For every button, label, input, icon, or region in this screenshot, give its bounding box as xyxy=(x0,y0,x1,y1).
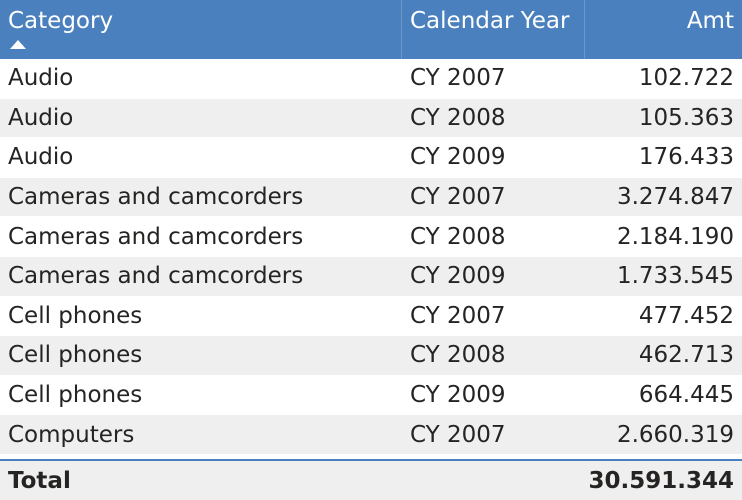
cell-calendar-year: CY 2009 xyxy=(410,382,506,409)
cell-amt: 664.445 xyxy=(638,382,734,409)
column-header-amt[interactable]: Amt xyxy=(585,0,742,59)
cell-calendar-year: CY 2009 xyxy=(410,263,506,290)
cell-amt: 3.274.847 xyxy=(616,184,734,211)
cell-calendar-year: CY 2007 xyxy=(410,302,506,329)
cell-amt: 2.184.190 xyxy=(616,223,734,250)
cell-amt: 176.433 xyxy=(638,144,734,171)
cell-category: Cameras and camcorders xyxy=(8,223,304,250)
table-header: Category Calendar Year Amt xyxy=(0,0,742,59)
cell-category: Audio xyxy=(8,65,74,92)
table-row[interactable]: Cell phones CY 2009 664.445 xyxy=(0,375,742,416)
total-label: Total xyxy=(8,467,71,494)
column-header-label: Amt xyxy=(686,8,734,34)
total-amt: 30.591.344 xyxy=(588,467,734,494)
cell-amt: 462.713 xyxy=(638,342,734,369)
cell-category: Cell phones xyxy=(8,382,143,409)
table-row[interactable]: Audio CY 2007 102.722 xyxy=(0,59,742,99)
table-body: Audio CY 2007 102.722 Audio CY 2008 105.… xyxy=(0,59,742,455)
cell-category: Cell phones xyxy=(8,302,143,329)
table-row[interactable]: Audio CY 2009 176.433 xyxy=(0,138,742,178)
cell-amt: 102.722 xyxy=(638,65,734,92)
column-header-calendar-year[interactable]: Calendar Year xyxy=(402,0,585,59)
cell-amt: 105.363 xyxy=(638,104,734,131)
cell-category: Cameras and camcorders xyxy=(8,184,304,211)
table-row[interactable]: Audio CY 2008 105.363 xyxy=(0,98,742,139)
table-row[interactable]: Cell phones CY 2008 462.713 xyxy=(0,336,742,376)
sort-ascending-icon xyxy=(10,40,26,49)
cell-calendar-year: CY 2008 xyxy=(410,104,506,131)
table-row[interactable]: Cameras and camcorders CY 2008 2.184.190 xyxy=(0,217,742,257)
cell-amt: 2.660.319 xyxy=(616,421,734,448)
table-row[interactable]: Computers CY 2007 2.660.319 xyxy=(0,415,742,455)
cell-category: Cell phones xyxy=(8,342,143,369)
cell-calendar-year: CY 2007 xyxy=(410,421,506,448)
cell-category: Audio xyxy=(8,104,74,131)
cell-amt: 1.733.545 xyxy=(616,263,734,290)
cell-calendar-year: CY 2007 xyxy=(410,184,506,211)
cell-calendar-year: CY 2007 xyxy=(410,65,506,92)
column-header-category[interactable]: Category xyxy=(0,0,402,59)
cell-calendar-year: CY 2008 xyxy=(410,223,506,250)
column-header-label: Category xyxy=(8,8,114,34)
cell-category: Audio xyxy=(8,144,74,171)
cell-category: Computers xyxy=(8,421,135,448)
table-row[interactable]: Cameras and camcorders CY 2007 3.274.847 xyxy=(0,177,742,218)
column-header-label: Calendar Year xyxy=(410,8,570,34)
table-row[interactable]: Cameras and camcorders CY 2009 1.733.545 xyxy=(0,256,742,297)
cell-calendar-year: CY 2009 xyxy=(410,144,506,171)
cell-amt: 477.452 xyxy=(638,302,734,329)
cell-calendar-year: CY 2008 xyxy=(410,342,506,369)
cell-category: Cameras and camcorders xyxy=(8,263,304,290)
table-row[interactable]: Cell phones CY 2007 477.452 xyxy=(0,296,742,337)
total-row: Total 30.591.344 xyxy=(0,459,742,500)
